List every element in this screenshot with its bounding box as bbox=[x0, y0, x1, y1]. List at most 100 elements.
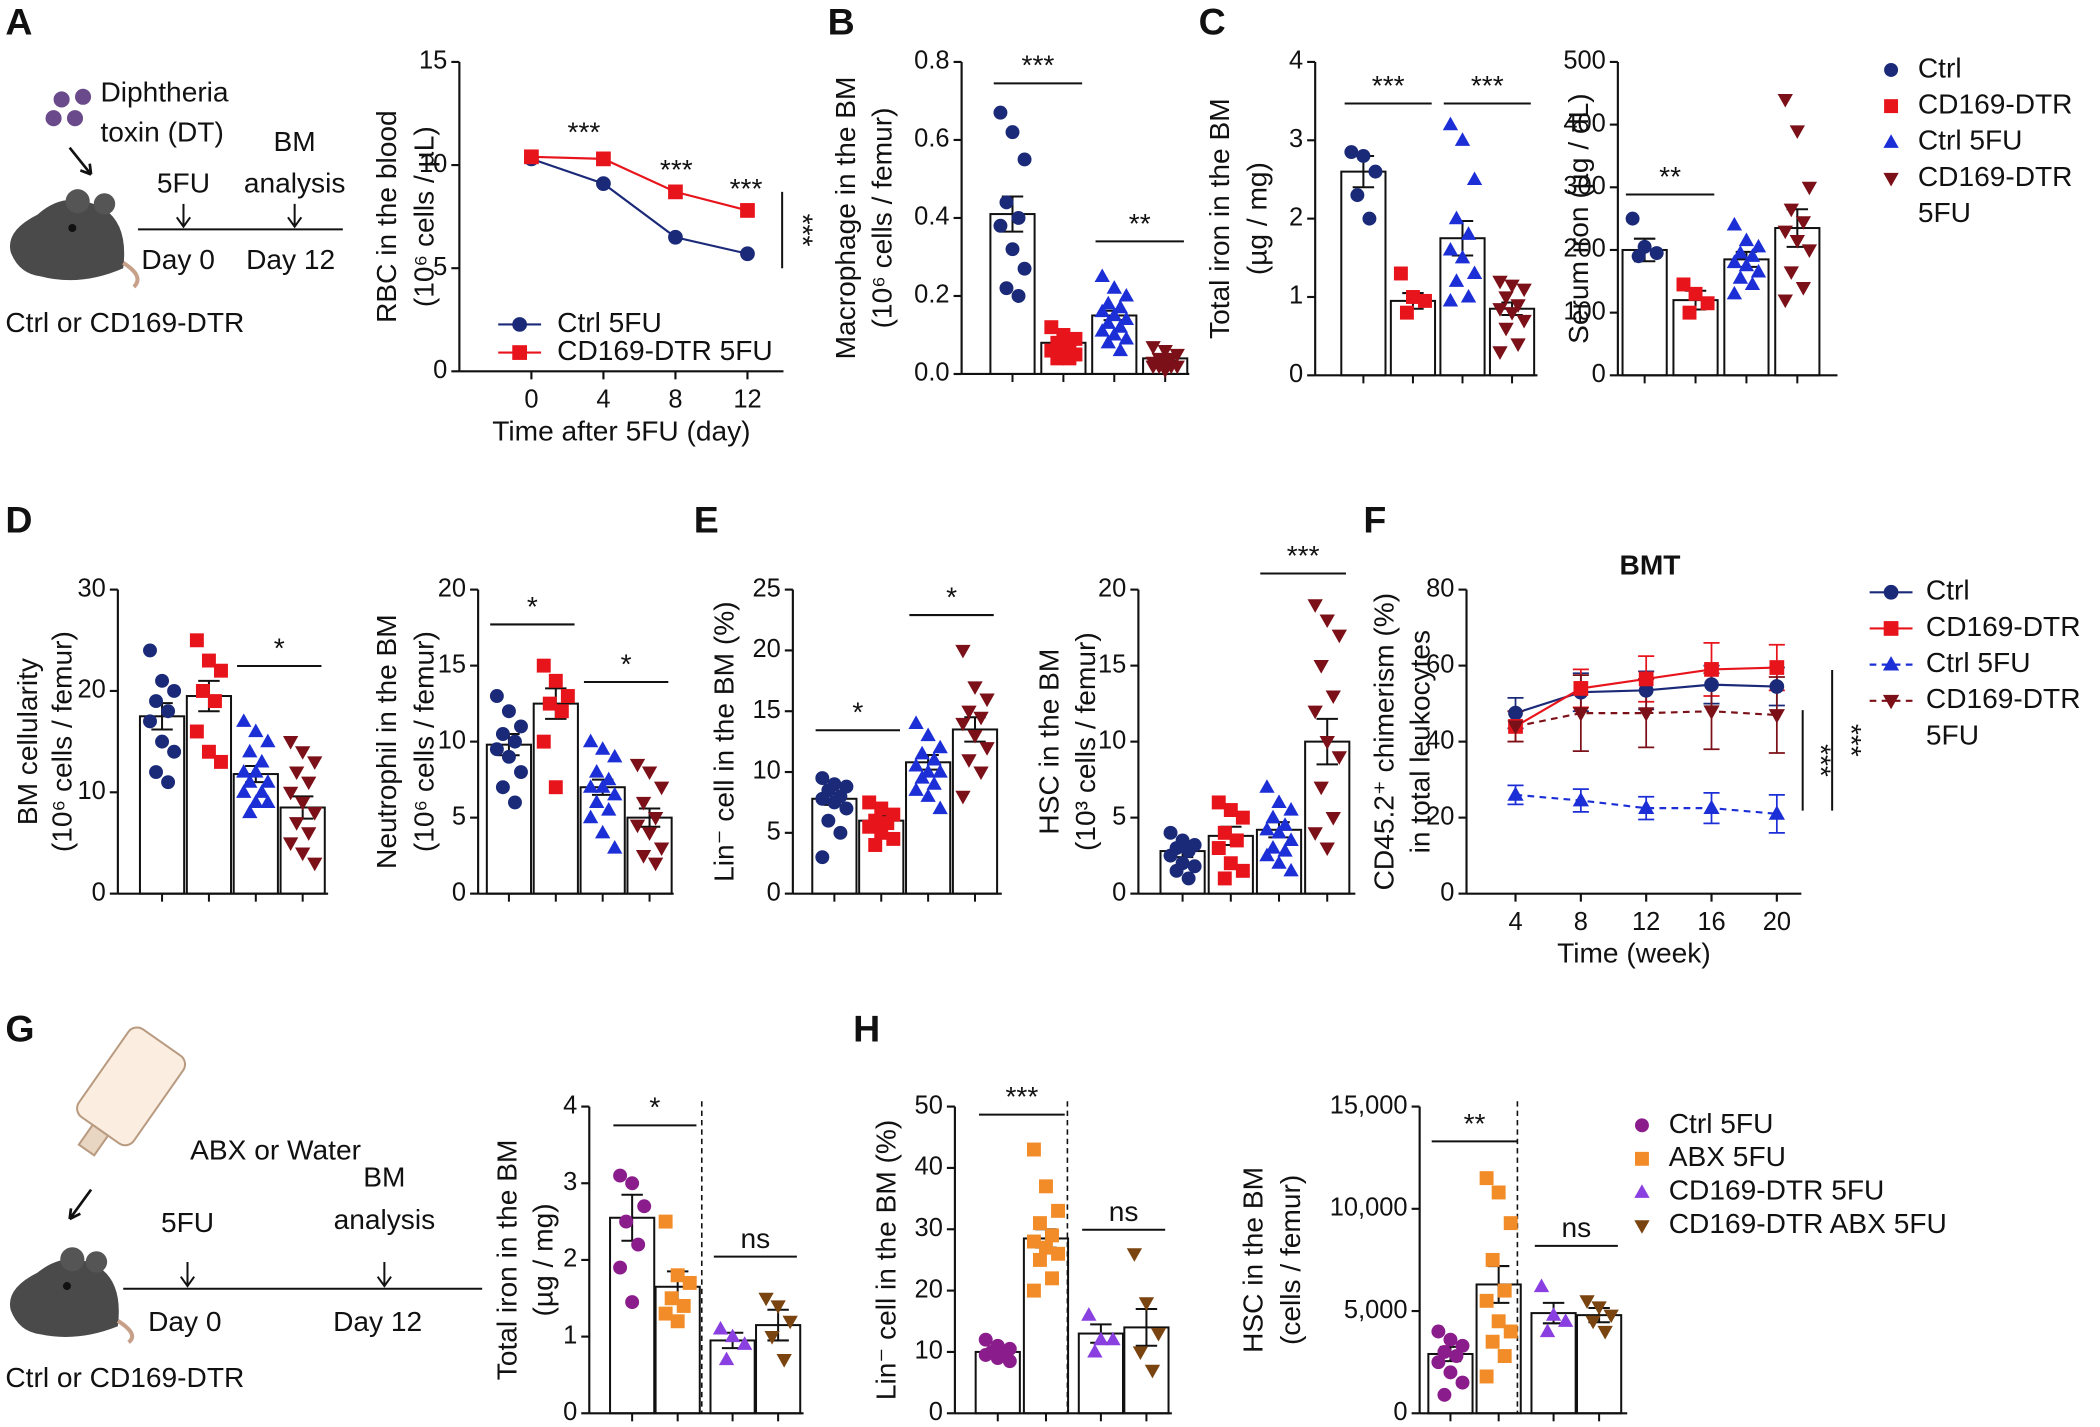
data-point bbox=[207, 694, 222, 709]
legend-label: CD169-DTR 5FU bbox=[557, 335, 773, 366]
data-point bbox=[1443, 1365, 1458, 1380]
significance-label: *** bbox=[1471, 70, 1504, 101]
data-point bbox=[920, 788, 936, 802]
chart: 0 5 10 15 20 Neutrophil in the BM (10⁶ cells /… bbox=[371, 574, 674, 906]
data-point bbox=[514, 765, 528, 779]
data-point bbox=[1393, 266, 1408, 281]
data-point bbox=[1356, 148, 1371, 163]
data-point bbox=[1017, 152, 1032, 167]
y-tick-label: 5 bbox=[1112, 802, 1126, 830]
data-point bbox=[782, 1315, 798, 1330]
y-tick-label: 20 bbox=[915, 1275, 943, 1303]
y-tick-label: 0.0 bbox=[914, 359, 949, 387]
y-axis-label: RBC in the blood bbox=[371, 110, 402, 323]
legend-label: CD169-DTR bbox=[1926, 683, 2081, 714]
y-axis-label: in total leukocytes bbox=[1405, 630, 1436, 853]
chart: 0 10 20 30 40 50 Lin⁻ cell in the BM (%) *** ns bbox=[870, 1081, 1172, 1426]
data-point bbox=[886, 831, 901, 846]
data-point bbox=[236, 713, 252, 727]
data-point bbox=[637, 1199, 652, 1214]
data-point bbox=[1498, 291, 1514, 305]
y-tick-label: 100 bbox=[1563, 297, 1605, 325]
y-tick-label: 10 bbox=[1098, 726, 1126, 754]
data-point bbox=[979, 693, 995, 708]
data-point bbox=[712, 1320, 729, 1335]
panel-label: C bbox=[1199, 0, 1226, 42]
data-point bbox=[307, 806, 323, 821]
data-point bbox=[1087, 1343, 1103, 1358]
data-point bbox=[1118, 311, 1134, 325]
data-point bbox=[1045, 1228, 1059, 1243]
data-point bbox=[1732, 245, 1749, 259]
data-point bbox=[601, 771, 617, 786]
significance-label: *** bbox=[1372, 70, 1405, 101]
panel-label: A bbox=[5, 0, 32, 42]
data-point bbox=[1112, 299, 1128, 314]
chart: 0 5,000 10,000 15,000 HSC in the BM (cells / … bbox=[1237, 1091, 1628, 1426]
diagram-text: BM bbox=[363, 1161, 405, 1192]
diagram-text: ABX or Water bbox=[190, 1135, 361, 1166]
legend-label: CD169-DTR ABX 5FU bbox=[1669, 1208, 1947, 1239]
data-point bbox=[489, 689, 504, 703]
data-point bbox=[1448, 210, 1465, 225]
data-point bbox=[1744, 276, 1761, 291]
data-point bbox=[815, 850, 830, 865]
data-point bbox=[1572, 707, 1589, 722]
data-point bbox=[653, 842, 670, 857]
data-point bbox=[670, 1268, 685, 1283]
data-point bbox=[625, 1295, 640, 1310]
data-point bbox=[1700, 296, 1715, 311]
data-point bbox=[1187, 859, 1202, 874]
chart: 0 1 2 3 4 Total iron in the BM (µg / mg) *** *** bbox=[1204, 47, 1538, 388]
data-point bbox=[1331, 629, 1347, 644]
data-point bbox=[1344, 145, 1359, 160]
data-point bbox=[1638, 682, 1654, 698]
panel-labels: A B C D E F G H bbox=[5, 0, 1386, 1049]
data-point bbox=[908, 782, 924, 796]
data-point bbox=[1704, 662, 1719, 677]
data-point bbox=[653, 781, 670, 796]
data-point bbox=[588, 764, 605, 778]
data-point bbox=[501, 704, 516, 719]
data-point bbox=[920, 727, 936, 742]
data-point bbox=[507, 734, 522, 749]
data-point bbox=[926, 751, 942, 766]
data-point bbox=[1039, 1240, 1053, 1255]
legend-label: Ctrl bbox=[1926, 575, 1970, 606]
data-point bbox=[1039, 1179, 1053, 1194]
bar bbox=[532, 702, 579, 895]
data-point bbox=[1750, 263, 1767, 278]
y-tick-label: 20 bbox=[1426, 802, 1454, 830]
data-point bbox=[1169, 863, 1184, 878]
data-point bbox=[295, 796, 311, 811]
data-point bbox=[1319, 736, 1335, 750]
data-point bbox=[1789, 125, 1805, 139]
legend-marker bbox=[1635, 1151, 1649, 1166]
data-point bbox=[1100, 295, 1116, 310]
data-point bbox=[1726, 254, 1743, 269]
y-tick-label: 0.4 bbox=[914, 203, 949, 231]
data-point bbox=[161, 704, 176, 719]
data-point bbox=[195, 683, 210, 698]
data-point bbox=[1112, 319, 1128, 333]
data-point bbox=[978, 1332, 993, 1347]
data-point bbox=[1539, 1323, 1556, 1338]
data-point bbox=[288, 817, 305, 831]
data-point bbox=[827, 795, 842, 810]
data-point bbox=[1405, 290, 1420, 304]
data-point bbox=[1319, 842, 1335, 857]
data-point bbox=[1094, 303, 1110, 318]
data-point bbox=[979, 742, 995, 756]
y-tick-label: 0 bbox=[1112, 878, 1126, 906]
y-tick-label: 20 bbox=[753, 635, 781, 663]
data-point bbox=[1319, 614, 1335, 629]
data-point bbox=[1585, 1315, 1601, 1330]
data-point bbox=[1094, 268, 1110, 283]
y-tick-label: 0 bbox=[1393, 1398, 1407, 1426]
data-point bbox=[955, 790, 971, 805]
significance-label: * bbox=[621, 648, 632, 679]
significance-label: ** bbox=[1129, 208, 1151, 239]
data-point bbox=[1442, 116, 1459, 131]
data-point bbox=[1460, 288, 1477, 303]
data-point bbox=[1498, 322, 1514, 337]
